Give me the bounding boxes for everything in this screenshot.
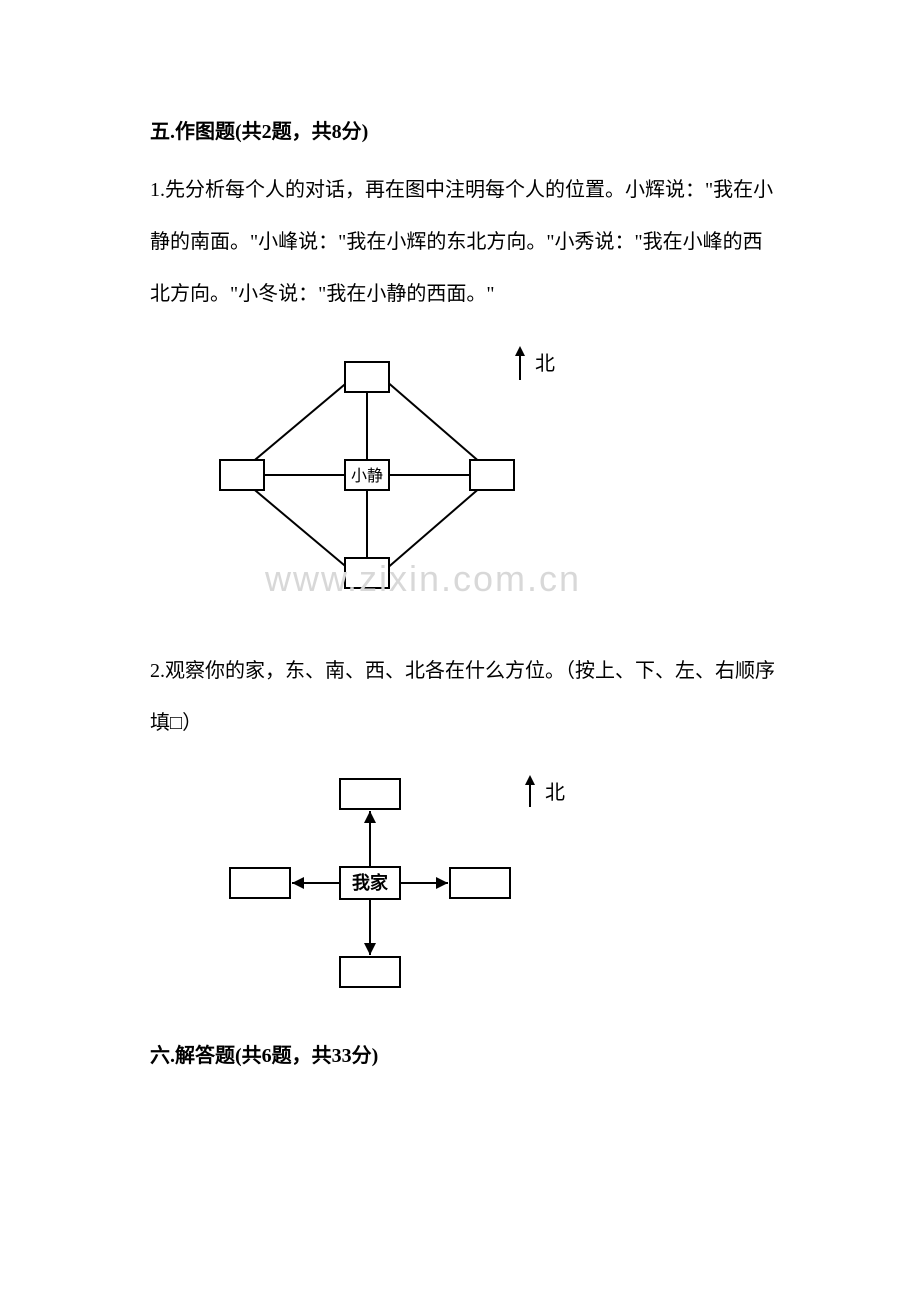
d1-box-right — [470, 460, 514, 490]
section6-heading: 六.解答题(共6题，共33分) — [150, 1034, 780, 1078]
section5-heading: 五.作图题(共2题，共8分) — [150, 110, 780, 154]
q1-text: 1.先分析每个人的对话，再在图中注明每个人的位置。小辉说："我在小静的南面。"小… — [150, 164, 780, 320]
d2-center-label: 我家 — [352, 872, 389, 893]
d1-north-arrowhead — [515, 346, 525, 356]
diagram2-wrap: 我家 北 — [210, 769, 780, 1004]
d1-box-top — [345, 362, 389, 392]
d1-north-label: 北 — [535, 352, 555, 375]
d1-line-tl — [250, 380, 350, 464]
d2-box-top — [340, 779, 400, 809]
d2-box-left — [230, 868, 290, 898]
d1-box-bottom — [345, 558, 389, 588]
diagram2-svg: 我家 北 — [210, 769, 590, 999]
page: 五.作图题(共2题，共8分) 1.先分析每个人的对话，再在图中注明每个人的位置。… — [0, 0, 920, 1148]
d2-north-label: 北 — [545, 781, 565, 804]
d1-line-br — [385, 486, 482, 570]
d1-line-tr — [385, 380, 482, 464]
diagram1-wrap: 小静 北 www.zixin.com.cn — [210, 340, 780, 615]
d1-center-label: 小静 — [351, 467, 383, 485]
d2-box-right — [450, 868, 510, 898]
d2-north-arrowhead — [525, 775, 535, 785]
d1-box-left — [220, 460, 264, 490]
diagram1-svg: 小静 北 — [210, 340, 590, 610]
d2-box-bottom — [340, 957, 400, 987]
q2-text: 2.观察你的家，东、南、西、北各在什么方位。（按上、下、左、右顺序填□） — [150, 645, 780, 749]
d1-line-bl — [250, 486, 350, 570]
